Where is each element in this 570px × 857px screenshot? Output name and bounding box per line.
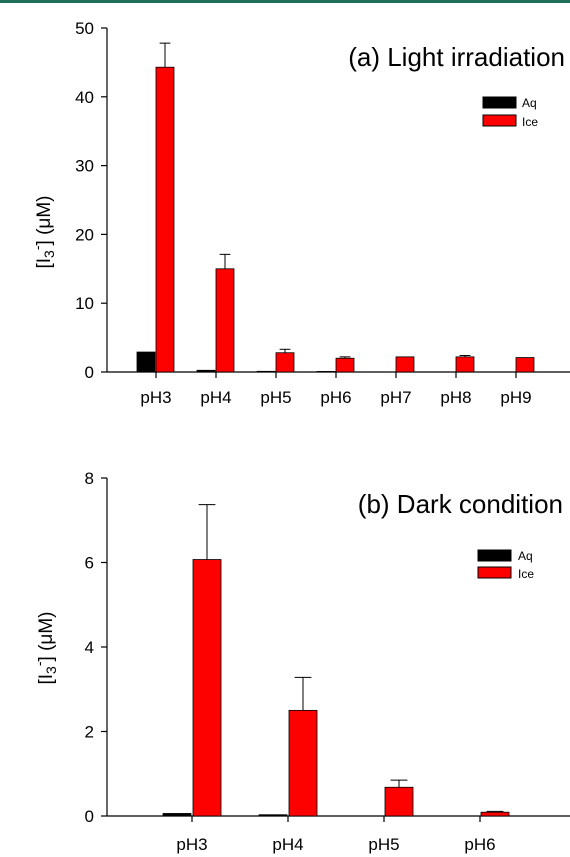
ylabel-sup-b: -: [31, 661, 47, 666]
bar-aq-a-ph4: [196, 369, 216, 373]
ylabel-pre-a: [I: [34, 258, 55, 269]
y-tick-label-a-1: 10: [75, 294, 94, 313]
x-tick-label-a-3: pH6: [320, 388, 351, 407]
y-tick-label-b-4: 8: [85, 469, 94, 488]
x-tick-label-b-2: pH5: [368, 835, 399, 854]
bar-ice-a-ph4: [215, 268, 235, 373]
chart-title-a: (a) Light irradiation: [348, 42, 565, 72]
bar-ice-a-ph9: [515, 357, 535, 373]
svg-text:[I3-] (μM): [I3-] (μM): [29, 195, 57, 268]
error-bar-ice-b-ph3: [198, 504, 216, 560]
y-tick-label-b-3: 6: [85, 554, 94, 573]
bar-ice-b-ph6: [480, 811, 510, 817]
error-bar-ice-a-ph4: [219, 253, 231, 269]
x-tick-label-a-4: pH7: [380, 388, 411, 407]
y-tick-label-b-2: 4: [85, 638, 94, 657]
legend-label-aq-a: Aq: [522, 96, 537, 110]
x-tick-label-a-5: pH8: [440, 388, 471, 407]
ylabel-post-a: ] (μM): [34, 195, 55, 245]
legend-b: Aq Ice: [477, 549, 534, 581]
y-tick-label-a-4: 40: [75, 88, 94, 107]
ylabel-sub-b: 3: [43, 666, 59, 674]
y-tick-label-a-2: 20: [75, 225, 94, 244]
chart-dark-condition: [I3-] (μM) (b) Dark condition Aq Ice 0 2 4…: [31, 469, 570, 854]
bar-ice-a-ph8: [455, 356, 475, 373]
legend-label-aq-b: Aq: [518, 549, 533, 563]
error-bar-ice-b-ph4: [294, 676, 312, 711]
bar-ice-a-ph6: [335, 357, 355, 373]
x-tick-label-a-1: pH4: [200, 388, 231, 407]
chart-title-b: (b) Dark condition: [358, 489, 563, 519]
x-tick-label-a-2: pH5: [260, 388, 291, 407]
x-tick-label-b-1: pH4: [272, 835, 303, 854]
y-tick-label-a-5: 50: [75, 19, 94, 38]
bar-aq-b-ph3: [162, 813, 192, 817]
x-tick-label-a-0: pH3: [140, 388, 171, 407]
ylabel-pre-b: [I: [36, 674, 57, 685]
bar-ice-a-ph3: [155, 66, 175, 373]
error-bar-ice-b-ph5: [390, 779, 408, 788]
legend-label-ice-a: Ice: [522, 115, 538, 129]
legend-label-ice-b: Ice: [518, 567, 534, 581]
legend-a: Aq Ice: [482, 96, 538, 129]
error-bar-ice-b-ph6: [486, 810, 504, 813]
bar-ice-a-ph5: [275, 352, 295, 373]
bar-aq-a-ph6: [316, 371, 336, 373]
bar-aq-a-ph5: [256, 370, 276, 373]
error-bar-ice-a-ph6: [339, 356, 351, 359]
ylabel-sub-a: 3: [41, 250, 57, 258]
top-accent-bar: [0, 0, 570, 3]
y-tick-label-a-3: 30: [75, 157, 94, 176]
chart-light-irradiation: [I3-] (μM) (a) Light irradiation Aq Ice …: [29, 19, 570, 407]
y-tick-label-b-0: 0: [85, 807, 94, 826]
legend-swatch-aq-b: [477, 549, 512, 562]
x-tick-label-b-0: pH3: [176, 835, 207, 854]
ylabel-sup-a: -: [29, 245, 45, 250]
x-tick-label-b-3: pH6: [464, 835, 495, 854]
bar-ice-b-ph5: [384, 786, 414, 817]
y-tick-label-a-0: 0: [85, 363, 94, 382]
y-axis-label-b: [I3-] (μM): [31, 611, 59, 684]
legend-swatch-ice-a: [482, 114, 517, 127]
y-axis-label-a: [I3-] (μM): [29, 195, 57, 268]
bar-aq-a-ph3: [136, 351, 156, 373]
error-bar-ice-a-ph5: [279, 348, 291, 353]
bar-ice-b-ph4: [288, 709, 318, 817]
legend-swatch-ice-b: [477, 566, 512, 579]
bar-ice-b-ph3: [192, 559, 222, 817]
ylabel-post-b: ] (μM): [36, 611, 57, 661]
x-tick-label-a-6: pH9: [500, 388, 531, 407]
error-bar-ice-a-ph3: [159, 42, 171, 68]
error-bar-ice-a-ph8: [459, 354, 471, 357]
bar-ice-a-ph7: [395, 356, 415, 373]
bar-aq-b-ph4: [258, 814, 288, 817]
y-tick-label-b-1: 2: [85, 723, 94, 742]
legend-swatch-aq-a: [482, 96, 517, 109]
svg-text:[I3-] (μM): [I3-] (μM): [31, 611, 59, 684]
